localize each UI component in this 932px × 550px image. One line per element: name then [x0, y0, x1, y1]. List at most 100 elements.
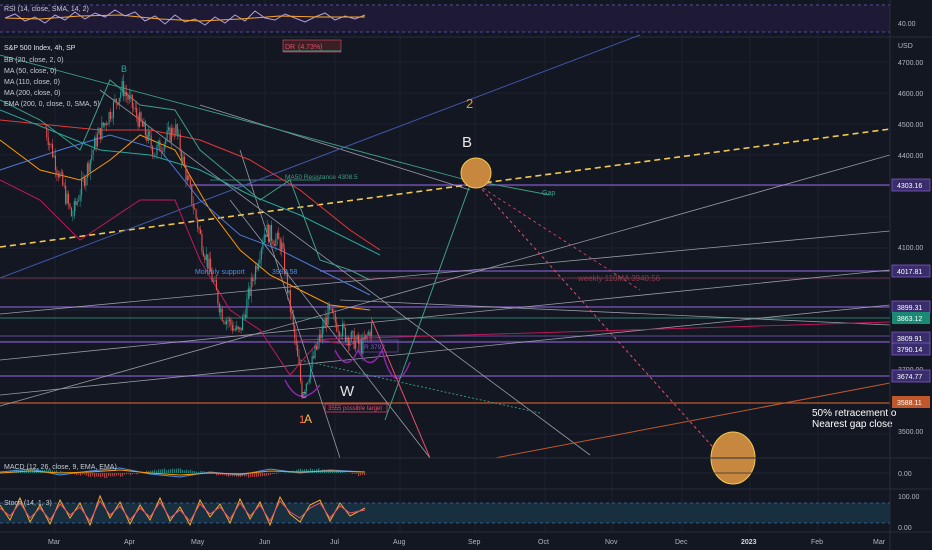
ema-200	[0, 134, 371, 296]
macd-bar	[180, 468, 182, 473]
candle-body	[368, 331, 370, 335]
macd-bar	[300, 468, 302, 473]
candle-body	[339, 332, 341, 337]
macd-bar	[108, 473, 110, 477]
x-label-oct: Oct	[538, 539, 549, 546]
price-badge-3588: 3588.11	[892, 396, 930, 408]
macd-bar	[222, 473, 224, 476]
candle-body	[195, 209, 197, 219]
macd-bar	[216, 473, 218, 476]
candle-body	[263, 234, 265, 244]
candle-body	[125, 92, 128, 96]
candle-body	[246, 299, 248, 318]
svg-text:4303.16: 4303.16	[897, 183, 922, 190]
candle-body	[50, 143, 52, 145]
svg-text:4017.81: 4017.81	[897, 269, 922, 276]
candle-body	[208, 258, 210, 269]
macd-bar	[158, 469, 160, 473]
macd-bar	[112, 473, 114, 477]
macd-bar	[106, 473, 108, 478]
macd-bar	[284, 472, 286, 473]
candle-body	[340, 336, 342, 337]
candle-body	[284, 248, 286, 274]
macd-bar	[246, 473, 248, 477]
candle-body	[108, 111, 110, 124]
macd-bar	[46, 468, 48, 473]
candle-body	[170, 128, 173, 142]
projection-red-dashed-2	[477, 184, 641, 291]
candle-body	[204, 256, 206, 260]
macd-bar	[124, 473, 126, 475]
macd-bar	[92, 473, 94, 476]
candle-body	[308, 379, 310, 383]
y-tick-4400: 4400.00	[898, 153, 923, 160]
macd-bar	[116, 473, 118, 476]
candle-body	[120, 92, 122, 98]
macd-bar	[272, 473, 274, 474]
candle-body	[217, 290, 219, 304]
price-badge-3809: 3809.91	[891, 331, 931, 345]
candle-body	[107, 123, 109, 125]
candle-body	[342, 323, 344, 337]
candle-body	[328, 303, 331, 310]
macd-bar	[188, 470, 190, 473]
candle-body	[124, 92, 126, 97]
macd-bar	[264, 473, 266, 476]
macd-line	[0, 467, 366, 478]
candle-body	[347, 337, 349, 346]
candle-body	[99, 128, 101, 140]
macd-bar	[354, 473, 356, 474]
candle-body	[301, 380, 303, 398]
candle-body	[281, 242, 283, 251]
macd-bar	[256, 473, 258, 478]
candle-body	[349, 340, 351, 346]
candle-body	[366, 334, 368, 336]
x-label-2023: 2023	[741, 539, 757, 546]
candle-body	[102, 122, 104, 126]
macd-bar	[174, 468, 176, 473]
candlesticks	[44, 74, 373, 400]
macd-bar	[312, 469, 314, 473]
moving-averages	[0, 79, 381, 376]
candle-body	[150, 135, 152, 147]
macd-bar	[102, 473, 104, 477]
macd-bar	[50, 469, 52, 473]
vertical-grid	[54, 0, 819, 532]
candle-body	[146, 135, 148, 141]
macd-bar	[86, 473, 88, 476]
projection-red-down	[371, 319, 431, 459]
candle-body	[231, 324, 233, 331]
macd-bar	[244, 473, 246, 477]
gap-label: Gap	[542, 190, 555, 197]
candle-body	[257, 263, 260, 270]
candle-body	[273, 244, 275, 246]
candle-body	[199, 229, 202, 234]
candle-body	[173, 134, 175, 136]
candle-body	[218, 303, 220, 313]
macd-bar	[114, 473, 116, 477]
candle-body	[96, 134, 99, 147]
candle-body	[212, 280, 215, 282]
candle-body	[214, 280, 216, 281]
price-grid	[0, 61, 890, 435]
candle-body	[89, 159, 91, 173]
candle-body	[260, 248, 262, 260]
rsi-panel: RSI (14, close, SMA, 14, 2) 40.00	[0, 4, 916, 33]
x-label-jun: Jun	[259, 539, 270, 546]
candle-body	[182, 156, 184, 162]
macd-bar	[150, 470, 152, 473]
candle-body	[157, 140, 159, 146]
macd-bar	[22, 468, 24, 473]
macd-tick-0: 0.00	[898, 471, 912, 478]
candle-body	[152, 146, 154, 156]
candle-body	[241, 316, 244, 331]
macd-bar	[94, 473, 96, 478]
candle-body	[44, 127, 46, 129]
candle-body	[81, 177, 83, 196]
macd-bar	[254, 473, 256, 477]
macd-bar	[276, 473, 278, 475]
macd-bar	[270, 473, 272, 475]
macd-bar	[170, 469, 172, 473]
